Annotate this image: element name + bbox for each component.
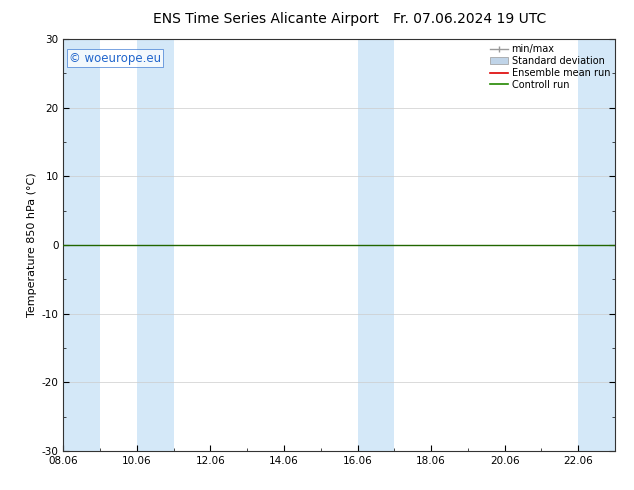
Bar: [63, 39, 100, 451]
Text: © woeurope.eu: © woeurope.eu: [69, 51, 161, 65]
Legend: min/max, Standard deviation, Ensemble mean run, Controll run: min/max, Standard deviation, Ensemble me…: [490, 44, 610, 90]
Bar: [358, 39, 394, 451]
Bar: [578, 39, 615, 451]
Text: Fr. 07.06.2024 19 UTC: Fr. 07.06.2024 19 UTC: [392, 12, 546, 26]
Bar: [137, 39, 174, 451]
Y-axis label: Temperature 850 hPa (°C): Temperature 850 hPa (°C): [27, 172, 37, 318]
Text: ENS Time Series Alicante Airport: ENS Time Series Alicante Airport: [153, 12, 379, 26]
